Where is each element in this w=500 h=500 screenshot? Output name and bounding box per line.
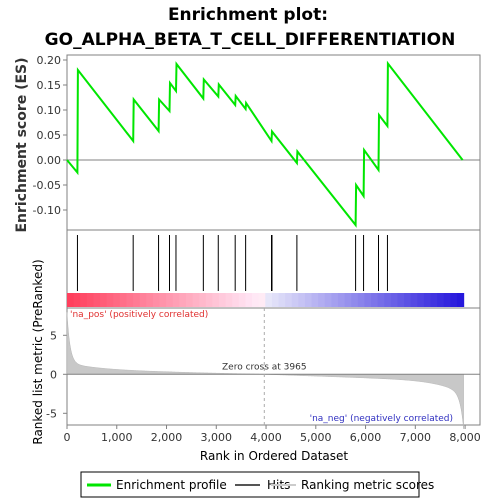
heat-segment [93, 293, 101, 307]
heat-segment [172, 293, 180, 307]
rank-x-axis: 0 1,000 2,000 3,000 4,000 5,000 6,000 7,000 8,00… [64, 425, 481, 444]
heat-segment [252, 293, 260, 307]
es-panel-frame [66, 54, 481, 231]
heat-segment [311, 293, 319, 307]
heat-segment [126, 293, 134, 307]
metric-y-axis: 5 0 -5 [46, 329, 67, 420]
es-tick-label: -0.05 [33, 179, 61, 192]
pos-correlated-label: 'na_pos' (positively correlated) [70, 310, 208, 320]
x-tick-label: 1,000 [101, 431, 133, 444]
heat-segment [404, 293, 412, 307]
heat-segment [423, 293, 432, 307]
heat-segment [139, 293, 147, 307]
heat-segment [219, 293, 227, 307]
heat-segment [106, 293, 114, 307]
heat-segment [450, 293, 458, 307]
rank-xlabel: Rank in Ordered Dataset [200, 449, 348, 463]
heat-segment [192, 293, 200, 307]
metric-tick-label: 5 [50, 329, 57, 342]
heat-segment [456, 293, 465, 307]
heat-segment [113, 293, 121, 307]
ranking-heat-strip [67, 293, 465, 307]
heat-segment [205, 293, 214, 307]
hits-marks [76, 235, 388, 291]
x-tick-label: 5,000 [300, 431, 332, 444]
heat-segment [364, 293, 372, 307]
heat-segment [271, 293, 280, 307]
es-ylabel: Enrichment score (ES) [14, 57, 30, 232]
x-tick-label: 6,000 [350, 431, 382, 444]
chart-title-line2: GO_ALPHA_BETA_T_CELL_DIFFERENTIATION [45, 30, 456, 50]
heat-segment [238, 293, 247, 307]
heat-segment [324, 293, 332, 307]
heat-segment [291, 293, 299, 307]
heat-segment [119, 293, 128, 307]
heat-segment [245, 293, 253, 307]
heat-segment [331, 293, 339, 307]
heat-segment [437, 293, 445, 307]
x-tick-label: 3,000 [201, 431, 233, 444]
heat-segment [80, 293, 88, 307]
heat-segment [199, 293, 207, 307]
metric-tick-label: 0 [50, 368, 57, 381]
heat-segment [410, 293, 418, 307]
es-tick-label: 0.00 [37, 154, 62, 167]
legend-enrichment-label: Enrichment profile [116, 478, 227, 492]
heat-segment [357, 293, 366, 307]
heat-segment [384, 293, 392, 307]
heat-segment [166, 293, 174, 307]
es-tick-label: 0.10 [37, 104, 62, 117]
heat-segment [133, 293, 141, 307]
metric-tick-label: -5 [46, 407, 57, 420]
x-tick-label: 7,000 [400, 431, 432, 444]
heat-segment [351, 293, 359, 307]
heat-segment [152, 293, 161, 307]
heat-segment [159, 293, 167, 307]
heat-segment [179, 293, 187, 307]
heat-segment [265, 293, 273, 307]
metric-ylabel: Ranked list metric (PreRanked) [31, 259, 45, 444]
heat-segment [304, 293, 313, 307]
es-tick-label: 0.20 [37, 54, 62, 67]
heat-segment [225, 293, 233, 307]
heat-segment [371, 293, 379, 307]
es-tick-label: 0.05 [37, 129, 62, 142]
heat-segment [443, 293, 451, 307]
heat-segment [344, 293, 352, 307]
heat-segment [318, 293, 326, 307]
heat-segment [212, 293, 220, 307]
es-y-axis: 0.20 0.15 0.10 0.05 0.00 -0.05 -0.10 [33, 54, 67, 217]
heat-segment [67, 293, 75, 307]
zero-cross-label: Zero cross at 3965 [222, 362, 307, 372]
heat-segment [298, 293, 306, 307]
chart-title-line1: Enrichment plot: [168, 5, 328, 25]
heat-segment [73, 293, 81, 307]
legend: Enrichment profile Hits Ranking metric s… [80, 471, 434, 498]
heat-segment [397, 293, 405, 307]
heat-segment [337, 293, 346, 307]
heat-segment [86, 293, 95, 307]
legend-metric-label: Ranking metric scores [301, 478, 434, 492]
heat-segment [390, 293, 399, 307]
heat-segment [100, 293, 108, 307]
x-tick-label: 2,000 [151, 431, 183, 444]
enrichment-profile-line [66, 60, 464, 228]
metric-panel-frame [66, 307, 481, 426]
es-tick-label: 0.15 [37, 79, 62, 92]
heat-segment [258, 293, 266, 307]
neg-correlated-label: 'na_neg' (negatively correlated) [310, 414, 453, 424]
heat-segment [430, 293, 438, 307]
x-tick-label: 4,000 [250, 431, 282, 444]
heat-segment [377, 293, 385, 307]
heat-segment [278, 293, 286, 307]
heat-segment [146, 293, 154, 307]
heat-segment [185, 293, 194, 307]
heat-segment [232, 293, 240, 307]
x-tick-label: 0 [64, 431, 71, 444]
heat-segment [417, 293, 425, 307]
es-tick-label: -0.10 [33, 204, 61, 217]
heat-segment [285, 293, 293, 307]
x-tick-label: 8,000 [449, 431, 481, 444]
